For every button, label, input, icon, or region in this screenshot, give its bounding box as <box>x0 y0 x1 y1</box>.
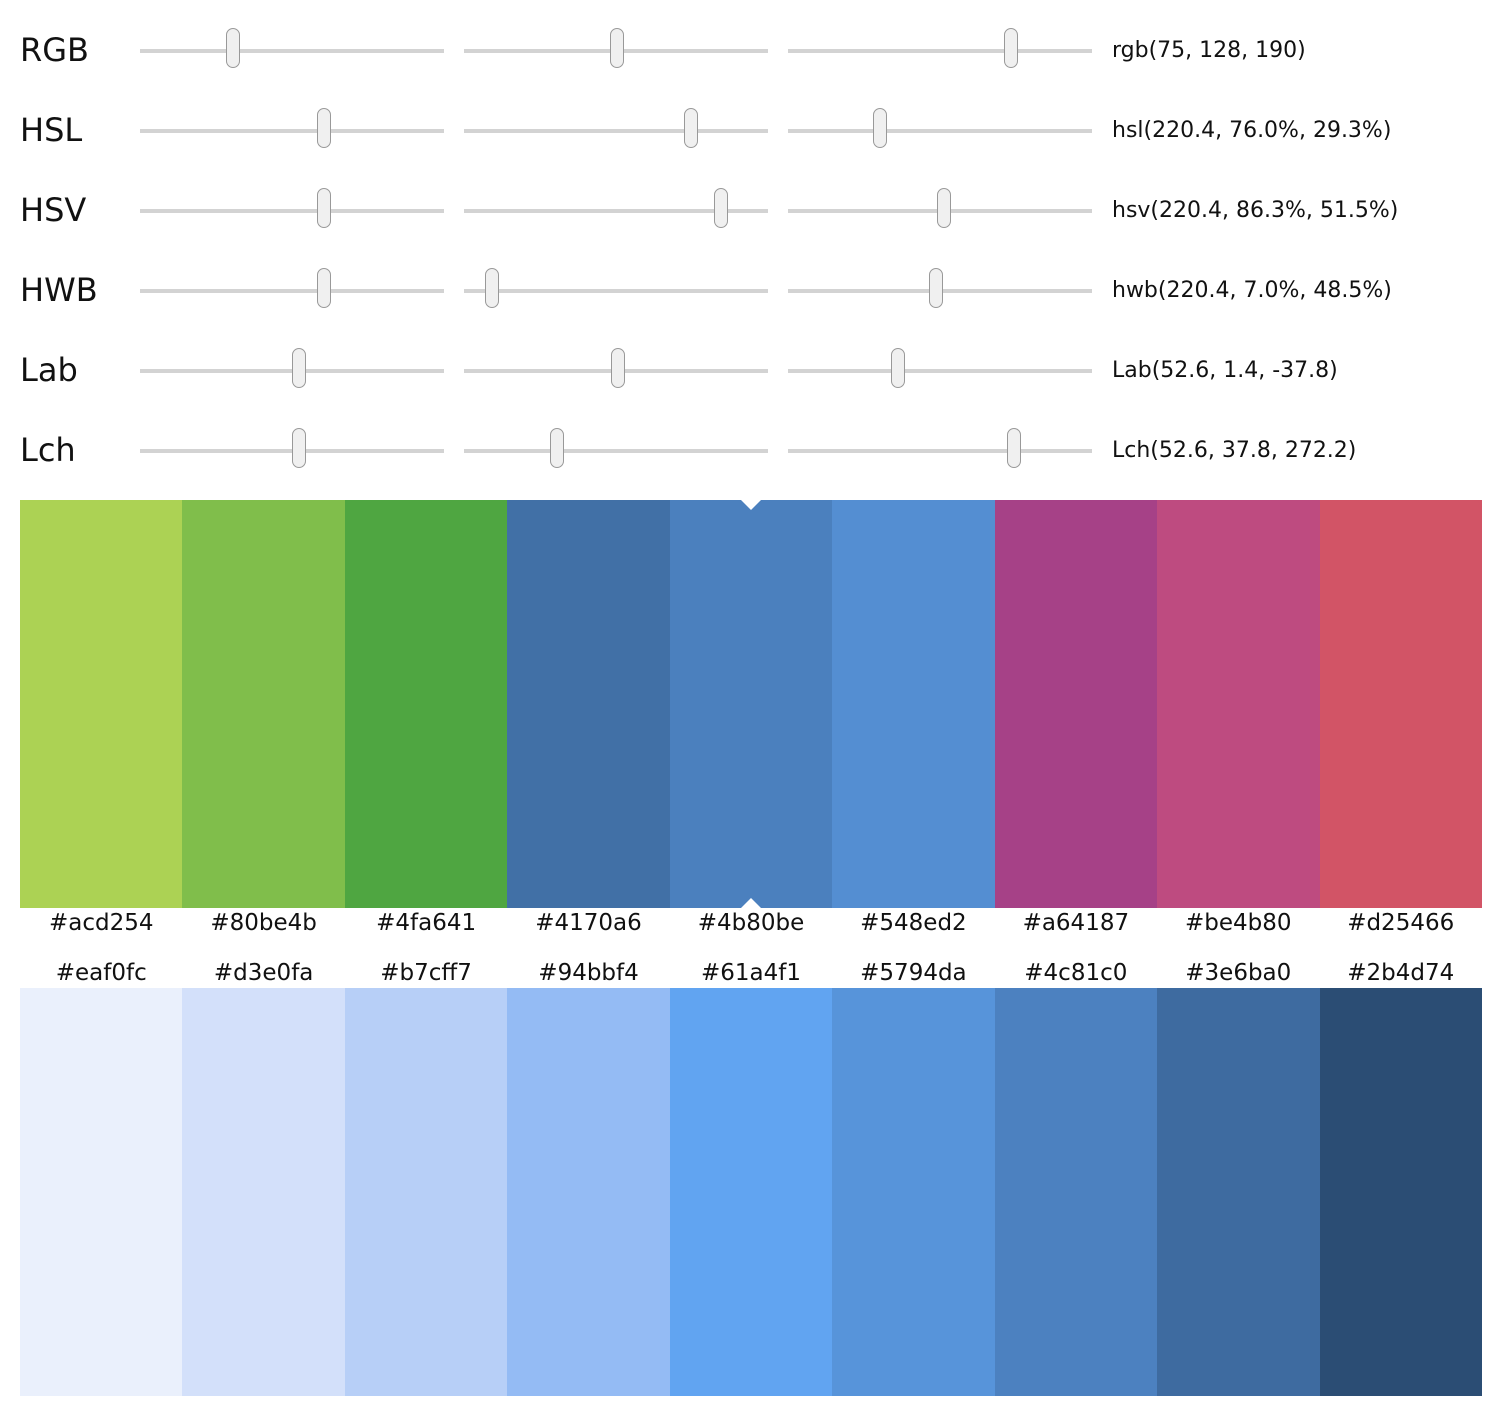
slider-thumb[interactable] <box>928 268 943 308</box>
swatch-hex-label: #3e6ba0 <box>1185 960 1292 986</box>
slider-row-hwb: HWB hwb(220.4, 7.0%, 48.5%) <box>0 240 1501 320</box>
color-value-text: rgb(75, 128, 190) <box>1112 38 1306 63</box>
slider-thumb[interactable] <box>317 268 332 308</box>
swatch-hex-label: #4c81c0 <box>1024 960 1128 986</box>
slider-track-3[interactable] <box>788 268 1092 308</box>
color-swatch[interactable] <box>1157 500 1320 908</box>
slider-track-1[interactable] <box>140 268 444 308</box>
swatch-hex-label: #4fa641 <box>376 910 477 936</box>
slider-thumb[interactable] <box>683 108 698 148</box>
color-swatch[interactable] <box>994 988 1158 1396</box>
slider-thumb[interactable] <box>485 268 500 308</box>
slider-row-lch: Lch Lch(52.6, 37.8, 272.2) <box>0 400 1501 480</box>
slider-track-3[interactable] <box>788 188 1092 228</box>
slider-thumb[interactable] <box>937 188 952 228</box>
color-swatch[interactable] <box>20 988 183 1396</box>
slider-thumb[interactable] <box>317 188 332 228</box>
swatch-hex-label: #80be4b <box>210 910 317 936</box>
slider-thumb[interactable] <box>890 348 905 388</box>
slider-track-2[interactable] <box>464 348 768 388</box>
slider-track-3[interactable] <box>788 28 1092 68</box>
color-swatch[interactable] <box>344 500 508 908</box>
row-label: HWB <box>20 271 98 309</box>
slider-track-2[interactable] <box>464 428 768 468</box>
shade-palette-labels: #eaf0fc #d3e0fa #b7cff7 #94bbf4 #61a4f1 #5794… <box>20 958 1482 988</box>
color-value-text: hsl(220.4, 76.0%, 29.3%) <box>1112 118 1392 143</box>
slider-track-2[interactable] <box>464 188 768 228</box>
slider-row-hsl: HSL hsl(220.4, 76.0%, 29.3%) <box>0 80 1501 160</box>
swatch-hex-label: #b7cff7 <box>380 960 472 986</box>
hue-palette-labels: #acd254 #80be4b #4fa641 #4170a6 #4b80be #548e… <box>20 908 1482 938</box>
color-swatch[interactable] <box>20 500 183 908</box>
swatch-hex-label: #61a4f1 <box>700 960 801 986</box>
color-swatch[interactable] <box>182 500 345 908</box>
slider-thumb[interactable] <box>225 28 240 68</box>
color-swatch[interactable] <box>1319 988 1482 1396</box>
color-swatch[interactable] <box>1157 988 1320 1396</box>
slider-thumb[interactable] <box>611 348 626 388</box>
slider-thumb[interactable] <box>1003 28 1018 68</box>
color-swatch[interactable] <box>669 988 833 1396</box>
swatch-hex-label: #d25466 <box>1347 910 1455 936</box>
swatch-hex-label: #be4b80 <box>1185 910 1292 936</box>
color-swatch[interactable] <box>669 500 833 908</box>
row-label: HSL <box>20 111 83 149</box>
color-value-text: hsv(220.4, 86.3%, 51.5%) <box>1112 198 1399 223</box>
swatch-hex-label: #548ed2 <box>860 910 967 936</box>
color-swatch[interactable] <box>507 988 670 1396</box>
color-swatch[interactable] <box>832 500 995 908</box>
slider-thumb[interactable] <box>1006 428 1021 468</box>
row-label: Lab <box>20 351 78 389</box>
row-label: RGB <box>20 31 89 69</box>
slider-track-3[interactable] <box>788 348 1092 388</box>
slider-track-1[interactable] <box>140 348 444 388</box>
swatch-hex-label: #2b4d74 <box>1347 960 1455 986</box>
slider-row-hsv: HSV hsv(220.4, 86.3%, 51.5%) <box>0 160 1501 240</box>
color-value-text: hwb(220.4, 7.0%, 48.5%) <box>1112 278 1392 303</box>
hue-palette <box>20 500 1482 908</box>
row-label: Lch <box>20 431 76 469</box>
color-swatch[interactable] <box>994 500 1158 908</box>
slider-track-1[interactable] <box>140 188 444 228</box>
slider-thumb[interactable] <box>873 108 888 148</box>
swatch-hex-label: #94bbf4 <box>538 960 639 986</box>
color-value-text: Lab(52.6, 1.4, -37.8) <box>1112 358 1338 383</box>
slider-row-rgb: RGB rgb(75, 128, 190) <box>0 0 1501 80</box>
slider-thumb[interactable] <box>317 108 332 148</box>
slider-thumb[interactable] <box>292 348 307 388</box>
slider-track-2[interactable] <box>464 28 768 68</box>
slider-track-1[interactable] <box>140 428 444 468</box>
slider-thumb[interactable] <box>549 428 564 468</box>
color-swatch[interactable] <box>1319 500 1482 908</box>
slider-track-3[interactable] <box>788 108 1092 148</box>
slider-thumb[interactable] <box>713 188 728 228</box>
swatch-hex-label: #eaf0fc <box>55 960 147 986</box>
swatch-hex-label: #4b80be <box>697 910 805 936</box>
selected-marker-bottom <box>741 898 761 908</box>
slider-track-3[interactable] <box>788 428 1092 468</box>
color-value-text: Lch(52.6, 37.8, 272.2) <box>1112 438 1357 463</box>
slider-thumb[interactable] <box>609 28 624 68</box>
color-swatch[interactable] <box>182 988 345 1396</box>
swatch-hex-label: #acd254 <box>48 910 154 936</box>
slider-thumb[interactable] <box>292 428 307 468</box>
swatch-hex-label: #d3e0fa <box>213 960 314 986</box>
color-swatch[interactable] <box>507 500 670 908</box>
shade-palette <box>20 988 1482 1396</box>
color-swatch[interactable] <box>344 988 508 1396</box>
slider-track-1[interactable] <box>140 28 444 68</box>
slider-track-2[interactable] <box>464 108 768 148</box>
slider-track-2[interactable] <box>464 268 768 308</box>
color-swatch[interactable] <box>832 988 995 1396</box>
swatch-hex-label: #5794da <box>860 960 967 986</box>
swatch-hex-label: #4170a6 <box>535 910 642 936</box>
row-label: HSV <box>20 191 87 229</box>
slider-row-lab: Lab Lab(52.6, 1.4, -37.8) <box>0 320 1501 400</box>
selected-marker-top <box>741 500 761 510</box>
slider-track-1[interactable] <box>140 108 444 148</box>
swatch-hex-label: #a64187 <box>1022 910 1130 936</box>
